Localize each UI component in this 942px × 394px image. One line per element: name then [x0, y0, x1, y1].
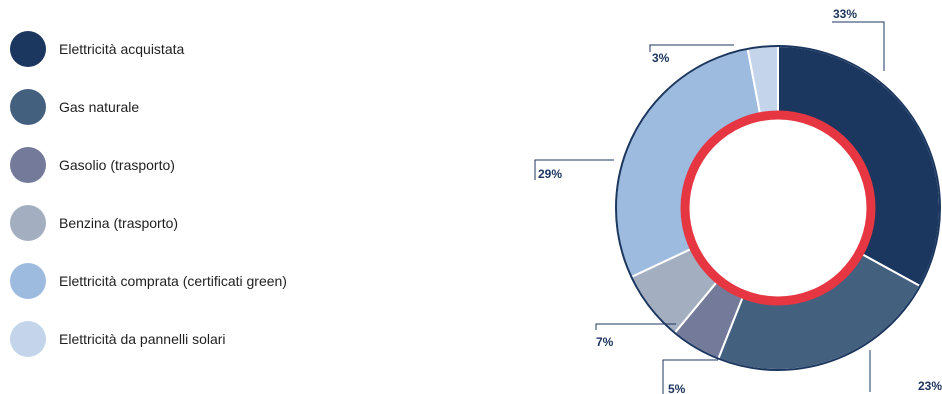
- legend-item-elettricita-acquistata: Elettricità acquistata: [10, 30, 430, 67]
- legend-swatch: [10, 320, 46, 357]
- leader-line: [832, 21, 885, 71]
- legend-item-elettricita-solari: Elettricità da pannelli solari: [10, 320, 430, 357]
- data-label-gasolio: 5%: [668, 382, 686, 394]
- donut-center-ring: [680, 110, 876, 306]
- chart-legend: Elettricità acquistata Gas naturale Gaso…: [10, 30, 430, 380]
- data-label-acquistata: 33%: [833, 7, 857, 21]
- data-label-green: 29%: [538, 167, 562, 181]
- legend-label: Elettricità da pannelli solari: [59, 330, 226, 347]
- legend-swatch: [10, 146, 46, 183]
- donut-outline: [615, 45, 941, 371]
- leader-line: [649, 44, 734, 52]
- legend-label: Gas naturale: [59, 98, 140, 115]
- legend-swatch: [10, 262, 46, 299]
- legend-swatch: [10, 30, 46, 67]
- legend-label: Gasolio (trasporto): [59, 156, 175, 173]
- legend-swatch: [10, 88, 46, 125]
- legend-item-gas-naturale: Gas naturale: [10, 88, 430, 125]
- legend-item-benzina: Benzina (trasporto): [10, 204, 430, 241]
- legend-label: Elettricità comprata (certificati green): [59, 272, 287, 289]
- data-label-benzina: 7%: [596, 335, 614, 349]
- data-label-solari: 3%: [652, 51, 670, 65]
- legend-item-gasolio: Gasolio (trasporto): [10, 146, 430, 183]
- leader-line: [534, 159, 614, 180]
- legend-swatch: [10, 204, 46, 241]
- legend-label: Benzina (trasporto): [59, 214, 179, 231]
- leader-line: [662, 359, 718, 394]
- legend-item-elettricita-comprata: Elettricità comprata (certificati green): [10, 262, 430, 299]
- data-label-gas: 23%: [918, 379, 942, 393]
- leader-line: [595, 323, 676, 330]
- legend-label: Elettricità acquistata: [59, 40, 185, 57]
